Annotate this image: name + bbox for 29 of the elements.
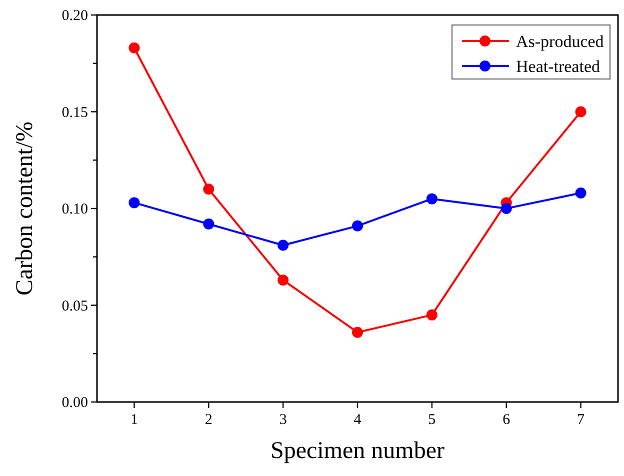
point (128, 197, 140, 208)
point (500, 203, 512, 214)
y-tick-label: 0.15 (62, 104, 88, 121)
x-tick-label: 4 (354, 412, 362, 428)
point (352, 220, 363, 232)
y-tick-label: 0.20 (62, 8, 88, 24)
point (575, 188, 586, 199)
point (352, 326, 363, 338)
x-axis-title: Specimen number (270, 438, 444, 464)
x-tick-label: 2 (204, 412, 212, 428)
y-tick-label: 0.05 (62, 298, 88, 314)
x-tick-label: 6 (502, 412, 511, 428)
y-tick-label: 0.00 (62, 395, 88, 411)
point (278, 274, 289, 286)
y-axis-title: Carbon content/% (12, 122, 38, 296)
point (128, 42, 140, 54)
x-tick-label: 1 (130, 412, 138, 428)
point (203, 184, 214, 195)
y-tick-label: 0.10 (62, 202, 88, 218)
x-tick-label: 3 (279, 412, 287, 428)
x-tick-label: 5 (428, 412, 436, 428)
x-tick-label: 7 (577, 412, 586, 428)
legend-label: As-produced (516, 32, 604, 51)
legend-label: Heat-treated (516, 57, 600, 76)
point (203, 218, 214, 230)
point (426, 309, 438, 320)
point (426, 193, 438, 204)
point (278, 240, 289, 251)
point (575, 106, 586, 118)
